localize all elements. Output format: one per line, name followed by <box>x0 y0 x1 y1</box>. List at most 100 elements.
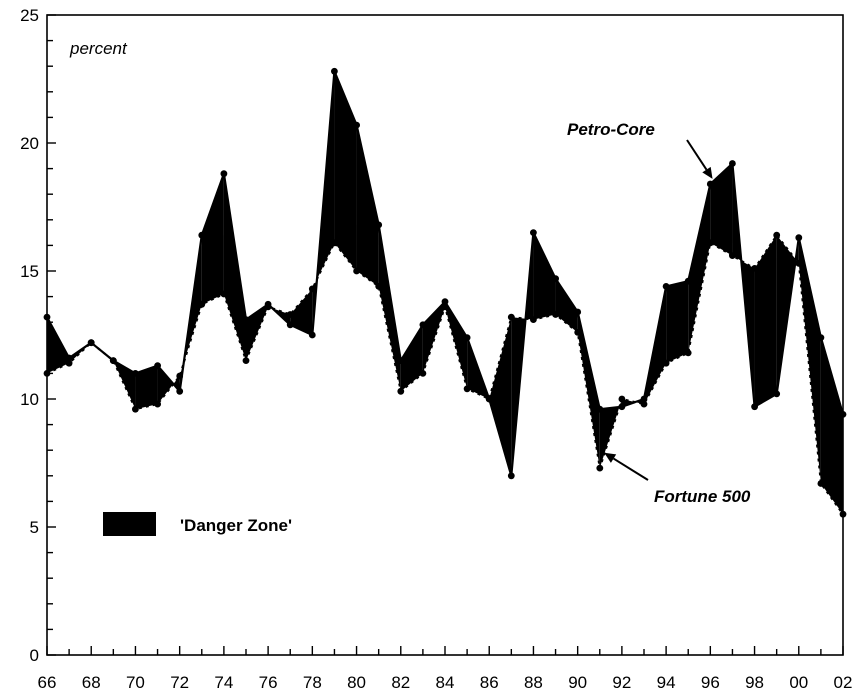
fortune-500-point <box>684 349 692 357</box>
fortune-500-point <box>375 283 383 290</box>
x-tick-label: 70 <box>126 673 145 692</box>
petro-core-arrow <box>686 139 708 171</box>
fortune-500-point <box>132 405 139 413</box>
petro-core-point <box>286 321 294 329</box>
petro-core-point <box>441 298 449 306</box>
fortune-500-point <box>485 395 493 403</box>
petro-core-point <box>331 67 338 75</box>
fortune-500-point <box>662 359 670 367</box>
petro-core-point <box>507 472 515 480</box>
fortune-500-point <box>596 464 604 472</box>
fortune-500-point <box>419 370 427 377</box>
fortune-500-point <box>176 372 184 380</box>
x-tick-label: 88 <box>524 673 543 692</box>
danger-zone-fill <box>47 317 70 374</box>
x-tick-label: 00 <box>789 673 808 692</box>
fortune-500-point <box>87 339 95 347</box>
x-tick-label: 94 <box>657 673 676 692</box>
danger-zone-fill <box>201 173 224 305</box>
danger-zone-fill <box>577 311 600 469</box>
danger-zone-fill <box>798 237 821 484</box>
petro-core-point <box>530 229 537 237</box>
danger-zone-fill <box>290 288 313 335</box>
fortune-500-point <box>441 303 449 311</box>
y-tick-label: 0 <box>30 646 39 665</box>
y-tick-label: 20 <box>20 134 39 153</box>
fortune-500-point <box>530 316 537 323</box>
fortune-500-point <box>397 387 405 395</box>
annotation-layer: Petro-Core Fortune 500 <box>567 120 751 506</box>
danger-zone-fill <box>688 183 711 353</box>
petro-core-annotation: Petro-Core <box>567 120 655 139</box>
x-tick-label: 66 <box>38 673 57 692</box>
fortune-500-point <box>817 480 825 487</box>
danger-zone-fill <box>710 163 733 256</box>
petro-core-point <box>308 331 316 339</box>
petro-core-point <box>729 160 736 167</box>
fortune-500-point <box>552 311 559 318</box>
danger-zone-fill <box>378 224 401 392</box>
danger-zone-fill <box>754 235 777 407</box>
petro-core-point <box>706 180 714 188</box>
fortune-500-arrow <box>613 457 649 481</box>
danger-zone-fill <box>533 232 556 320</box>
petro-core-point <box>618 403 626 411</box>
fortune-500-point <box>729 252 736 259</box>
x-tick-label: 92 <box>612 673 631 692</box>
x-tick-label: 84 <box>436 673 455 692</box>
danger-zone-fill <box>666 281 689 364</box>
petro-core-point <box>574 308 582 316</box>
x-tick-label: 78 <box>303 673 322 692</box>
petro-core-point <box>397 357 405 364</box>
fortune-500-point <box>353 267 360 275</box>
petro-core-point <box>375 221 383 229</box>
fortune-500-point <box>65 359 73 367</box>
petro-core-point <box>751 403 758 411</box>
fortune-500-point <box>331 239 338 247</box>
danger-zone-fill <box>356 125 379 287</box>
fortune-500-point <box>264 303 272 311</box>
petro-core-point <box>176 387 184 395</box>
petro-core-point <box>817 334 825 341</box>
danger-zone-layer <box>47 71 843 515</box>
legend: 'Danger Zone' <box>103 512 292 536</box>
fortune-500-point <box>773 231 781 239</box>
danger-zone-fill <box>400 324 423 392</box>
fortune-500-point <box>751 265 758 272</box>
x-tick-label: 98 <box>745 673 764 692</box>
danger-zone-fill <box>489 317 512 476</box>
fortune-500-point <box>507 313 515 321</box>
petro-core-point <box>154 362 162 370</box>
fortune-500-arrowhead <box>604 452 617 463</box>
fortune-500-point <box>220 290 228 298</box>
x-tick-label: 72 <box>170 673 189 692</box>
danger-zone-fill <box>157 365 174 405</box>
fortune-500-point <box>640 400 648 408</box>
y-unit-label: percent <box>69 39 128 58</box>
petro-core-point <box>353 121 360 129</box>
fortune-500-point <box>242 357 250 364</box>
fortune-500-point <box>198 300 206 308</box>
fortune-500-annotation: Fortune 500 <box>654 487 751 506</box>
x-tick-label: 74 <box>214 673 233 692</box>
petro-core-point <box>773 390 781 398</box>
petro-core-point <box>242 316 250 323</box>
x-tick-label: 82 <box>391 673 410 692</box>
fortune-500-point <box>109 357 117 364</box>
fortune-500-point <box>618 395 626 403</box>
fortune-500-point <box>795 259 803 267</box>
fortune-500-point <box>574 329 582 336</box>
danger-zone-fill <box>135 365 158 410</box>
fortune-500-point <box>154 400 162 408</box>
danger-zone-fill <box>113 360 136 410</box>
y-tick-label: 15 <box>20 262 39 281</box>
petro-core-point <box>552 275 559 283</box>
fortune-500-point <box>286 311 294 318</box>
legend-label: 'Danger Zone' <box>180 516 292 535</box>
x-tick-label: 96 <box>701 673 720 692</box>
y-tick-label: 5 <box>30 518 39 537</box>
fortune-500-point <box>463 385 471 393</box>
y-tick-label: 10 <box>20 390 39 409</box>
petro-core-point <box>419 321 427 329</box>
